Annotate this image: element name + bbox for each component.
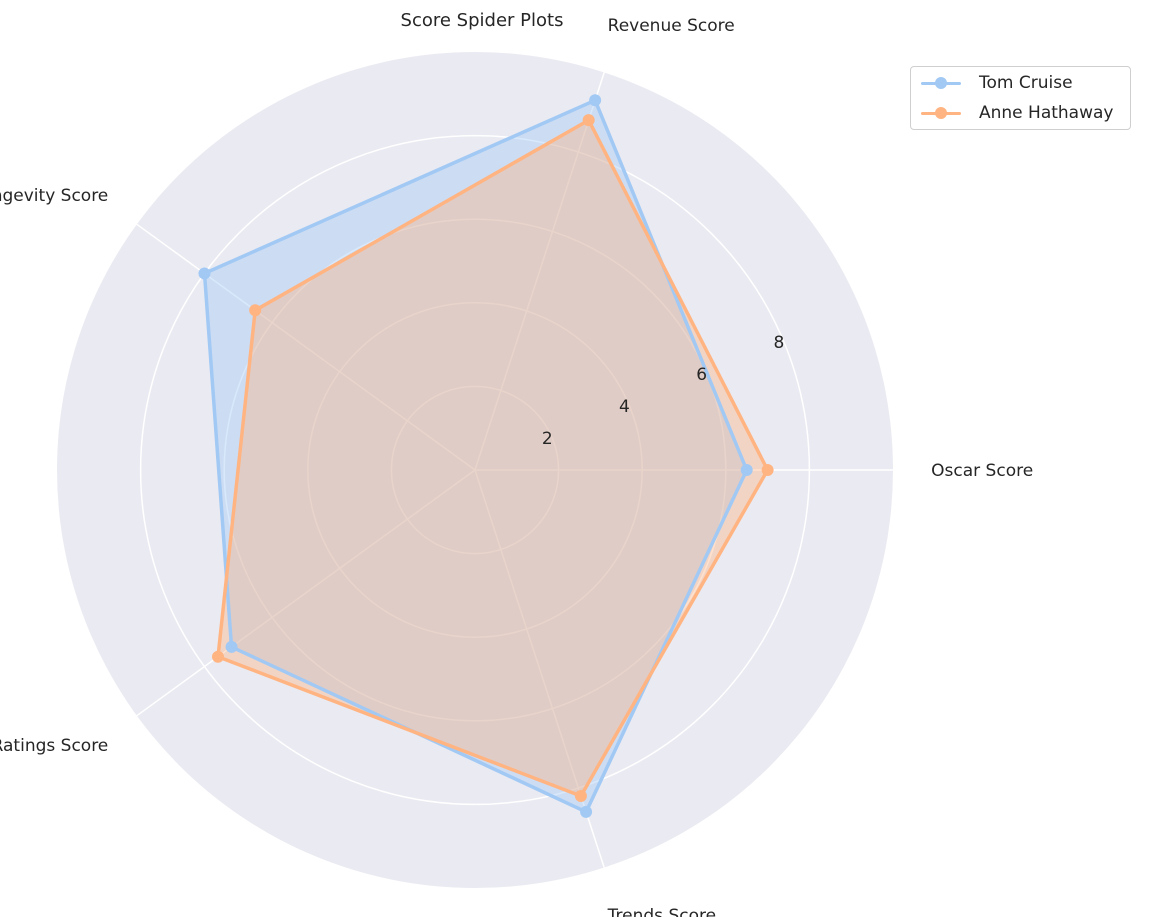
series-line bbox=[202, 98, 749, 814]
series-layer bbox=[198, 94, 774, 818]
series-area bbox=[204, 100, 747, 812]
data-point bbox=[580, 805, 593, 818]
spoke-line bbox=[136, 469, 476, 717]
spoke-line bbox=[474, 72, 605, 471]
legend-marker bbox=[935, 77, 947, 89]
data-point bbox=[740, 464, 753, 476]
legend-item-anne-hathaway: Anne Hathaway bbox=[911, 99, 1130, 129]
labels: 2 4 6 8 Oscar Score Revenue Score Longevity Sc… bbox=[0, 16, 1033, 917]
axis-label: Oscar Score bbox=[931, 461, 1033, 481]
radial-tick-label: 2 bbox=[542, 429, 553, 449]
data-point bbox=[761, 464, 774, 476]
radial-tick-label: 4 bbox=[619, 397, 630, 417]
data-point bbox=[589, 94, 602, 107]
radial-tick-label: 8 bbox=[774, 333, 785, 353]
radial-tick-label: 6 bbox=[696, 365, 707, 385]
data-point bbox=[249, 304, 262, 317]
data-point bbox=[225, 640, 238, 653]
series-area bbox=[218, 120, 768, 796]
legend-label: Anne Hathaway bbox=[979, 103, 1114, 123]
spoke-line bbox=[136, 223, 476, 471]
legend: Tom Cruise Anne Hathaway bbox=[910, 66, 1131, 130]
data-point bbox=[198, 267, 211, 280]
legend-marker bbox=[935, 107, 947, 119]
data-point bbox=[211, 650, 224, 663]
series-line bbox=[216, 118, 770, 798]
legend-item-tom-cruise: Tom Cruise bbox=[911, 69, 1130, 99]
legend-label: Tom Cruise bbox=[979, 73, 1073, 93]
axis-label: Trends Score bbox=[607, 906, 716, 917]
data-point bbox=[574, 789, 587, 802]
data-point bbox=[582, 114, 595, 127]
axis-label: Longevity Score bbox=[0, 186, 108, 206]
chart-title: Score Spider Plots bbox=[401, 10, 564, 31]
axis-label: Revenue Score bbox=[608, 16, 735, 36]
axis-label: Ratings Score bbox=[0, 736, 108, 756]
grid bbox=[136, 72, 893, 868]
